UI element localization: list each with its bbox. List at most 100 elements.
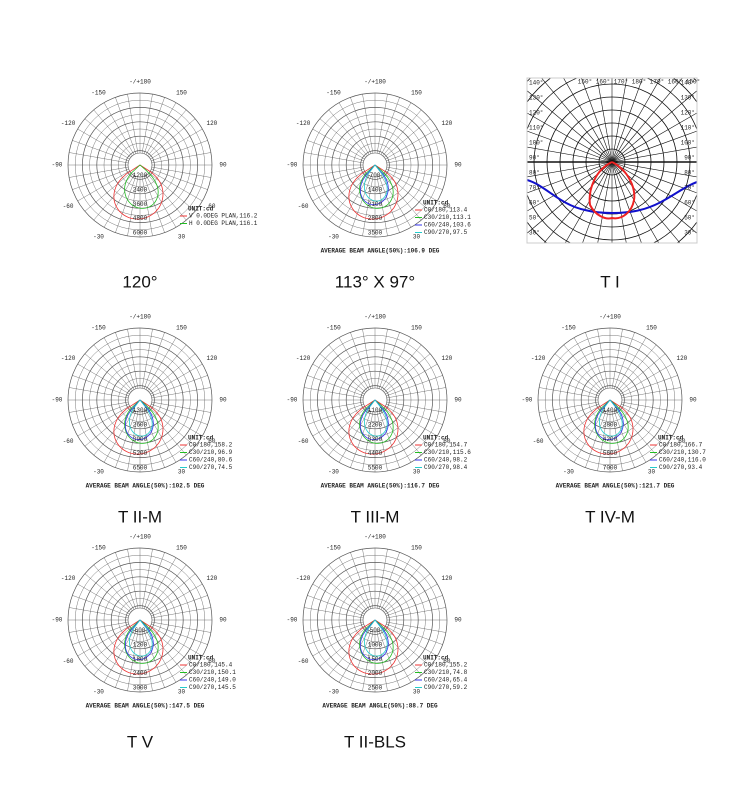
caption: T V [127, 732, 154, 751]
angle-label: 30 [413, 688, 421, 695]
angle-label: 30 [413, 468, 421, 475]
spoke [151, 140, 208, 162]
caption: 113° X 97° [335, 272, 415, 291]
t1-diagram: 150° 160° 170° 180° 170° 160° 150°140°130°120°… [526, 77, 700, 291]
angle-label: 90 [454, 397, 462, 404]
radial-label: 1800 [133, 656, 148, 663]
spoke [103, 175, 135, 228]
intensity-curve [364, 399, 388, 437]
angle-label: -90 [52, 397, 63, 404]
angle-label: 90 [219, 617, 227, 624]
spoke [527, 112, 613, 163]
border-label: 50° [529, 215, 540, 222]
angle-label: -/+180 [364, 314, 386, 321]
spoke [72, 403, 129, 425]
spoke [127, 176, 139, 236]
spoke [386, 387, 446, 399]
intensity-curve [113, 399, 164, 455]
angle-label: -90 [522, 397, 533, 404]
angle-label: -90 [287, 617, 298, 624]
border-label: 110° [681, 125, 695, 132]
legend-entry: C60/240,80.6 [189, 457, 233, 464]
spoke [115, 332, 137, 389]
spoke [554, 407, 601, 447]
angle-label: -30 [93, 688, 104, 695]
angle-label: 120 [441, 120, 452, 127]
spoke [620, 363, 673, 395]
intensity-curve [359, 399, 389, 440]
spoke [304, 166, 364, 178]
legend-entry: C30/210,130.7 [659, 449, 706, 456]
spoke [149, 353, 196, 393]
angle-label: -150 [91, 545, 106, 552]
angle-label: 120 [441, 355, 452, 362]
spoke [384, 353, 431, 393]
border-label: 80° [529, 170, 540, 177]
legend-entry: C0/180,158.2 [189, 442, 233, 449]
spoke [376, 549, 388, 609]
spoke [564, 161, 613, 243]
unit-label: UNIT:cd [188, 655, 214, 662]
spoke [386, 403, 443, 425]
spoke [380, 630, 412, 683]
spoke [611, 161, 642, 243]
radial-label: 1200 [133, 641, 148, 648]
border-label: 120° [681, 110, 695, 117]
spoke [380, 337, 412, 390]
legend-entry: C30/210,115.6 [424, 449, 471, 456]
spoke [380, 557, 412, 610]
spoke [615, 410, 647, 463]
spoke [543, 161, 613, 243]
angle-label: 30 [178, 688, 186, 695]
spoke [141, 411, 153, 471]
beam-angle: AVERAGE BEAM ANGLE(50%):88.7 DEG [322, 703, 438, 710]
spoke [382, 564, 422, 611]
spoke [69, 166, 129, 178]
legend-entry: C30/210,74.8 [424, 669, 468, 676]
spoke [312, 128, 365, 160]
spoke [328, 344, 368, 391]
radial-label: 4200 [603, 436, 618, 443]
angle-label: -120 [296, 355, 311, 362]
border-label: 150° [578, 79, 592, 86]
spoke [554, 353, 601, 393]
spoke [143, 411, 165, 468]
spoke [84, 353, 131, 393]
polar-diagram: -/+180 -150 150 -120 120 -90 90 -60 60 -30 30 700 14… [287, 79, 472, 292]
legend-entry: C0/180,145.4 [189, 662, 233, 669]
spoke [611, 161, 660, 243]
intensity-curve [359, 619, 394, 664]
angle-label: 90 [454, 162, 462, 169]
angle-label: -/+180 [599, 314, 621, 321]
spoke [69, 401, 129, 413]
spoke [143, 97, 165, 154]
angle-label: 150 [411, 90, 422, 97]
angle-label: -90 [287, 397, 298, 404]
spoke [585, 332, 607, 389]
radial-label: 3500 [368, 230, 383, 237]
angle-label: -60 [63, 203, 74, 210]
legend-entry: C0/180,166.7 [659, 442, 703, 449]
intensity-curve [599, 399, 623, 437]
border-label: 60° [529, 200, 540, 207]
spoke [150, 625, 203, 657]
angle-label: -150 [91, 325, 106, 332]
intensity-curve [129, 619, 153, 657]
angle-label: 90 [454, 617, 462, 624]
border-label: 160° [596, 79, 610, 86]
spoke [312, 170, 365, 202]
spoke [72, 623, 129, 645]
border-label: 140° [529, 80, 543, 87]
spoke [147, 629, 187, 676]
spoke [103, 557, 135, 610]
border-label: 130° [681, 95, 695, 102]
angle-label: 120 [441, 575, 452, 582]
angle-label: 150 [411, 545, 422, 552]
spoke [621, 403, 678, 425]
spoke [93, 564, 133, 611]
spoke [103, 630, 135, 683]
angle-label: -150 [326, 325, 341, 332]
spoke [362, 176, 374, 236]
caption: T III-M [351, 507, 400, 526]
angle-label: -30 [93, 233, 104, 240]
